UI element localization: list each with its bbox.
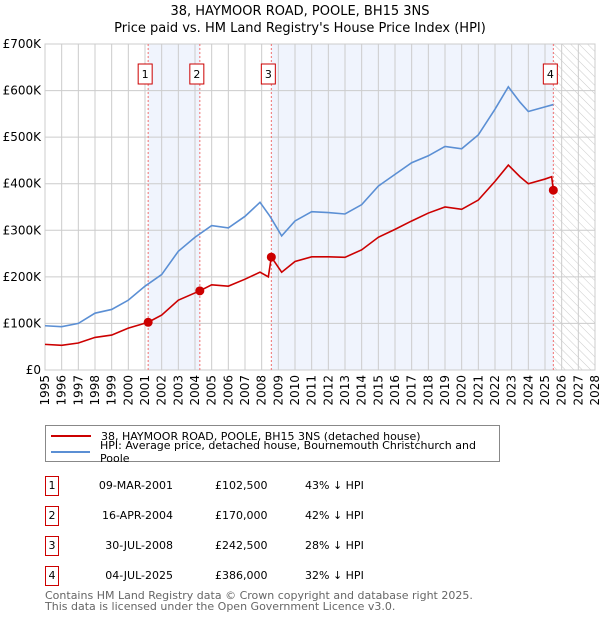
legend-label-property: 38, HAYMOOR ROAD, POOLE, BH15 3NS (detac… bbox=[101, 429, 421, 443]
y-tick-label: £300K bbox=[3, 223, 43, 237]
sales-table-row: 2 16-APR-2004 £170,000 42% ↓ HPI bbox=[45, 506, 445, 526]
x-tick-label: 1998 bbox=[88, 375, 102, 406]
sale-point bbox=[143, 317, 153, 327]
sale-price: £386,000 bbox=[215, 569, 268, 582]
sale-number-label: 2 bbox=[193, 68, 200, 81]
sale-price: £242,500 bbox=[215, 539, 268, 552]
footer-copyright: Contains HM Land Registry data © Crown c… bbox=[45, 589, 473, 602]
sale-date: 09-MAR-2001 bbox=[98, 479, 173, 492]
x-tick-label: 2009 bbox=[271, 375, 285, 406]
y-tick-label: £0 bbox=[26, 363, 41, 377]
y-tick-label: £700K bbox=[3, 37, 43, 51]
sale-number-label: 4 bbox=[547, 68, 554, 81]
sale-number-box bbox=[137, 63, 153, 85]
legend-label-hpi: HPI: Average price, detached house, Bour… bbox=[100, 439, 476, 465]
x-tick-label: 2018 bbox=[421, 375, 435, 406]
y-tick-label: £500K bbox=[3, 130, 43, 144]
x-tick-label: 2002 bbox=[155, 375, 169, 406]
shaded-period-1-2 bbox=[148, 44, 200, 370]
x-tick-label: 2026 bbox=[555, 375, 569, 406]
sale-hpi-diff: 28% ↓ HPI bbox=[305, 539, 364, 552]
forecast-hatch bbox=[553, 44, 595, 370]
sale-hpi-diff: 43% ↓ HPI bbox=[305, 479, 364, 492]
sale-price: £102,500 bbox=[215, 479, 268, 492]
price-chart: 1995 1996 1997 1998 1999 2000 2001 2002 2003 2004… bbox=[3, 37, 600, 406]
shaded-period-3-4 bbox=[271, 44, 554, 370]
legend-item-hpi: HPI: Average price, detached house, Bour… bbox=[46, 439, 499, 465]
sales-table-row: 4 04-JUL-2025 £386,000 32% ↓ HPI bbox=[45, 566, 445, 586]
sale-point bbox=[195, 286, 205, 296]
x-tick-label: 2004 bbox=[188, 375, 202, 406]
x-tick-label: 2025 bbox=[538, 375, 552, 406]
sale-number-box bbox=[260, 63, 276, 85]
sale-date: 16-APR-2004 bbox=[101, 509, 173, 522]
y-tick-label: £400K bbox=[3, 177, 43, 191]
x-tick-label: 2027 bbox=[571, 375, 585, 406]
x-tick-label: 1997 bbox=[71, 375, 85, 406]
x-tick-label: 1999 bbox=[105, 375, 119, 406]
sale-number-box bbox=[189, 63, 205, 85]
sale-date: 30-JUL-2008 bbox=[105, 539, 173, 552]
x-tick-label: 2011 bbox=[305, 375, 319, 406]
chart-title: 38, HAYMOOR ROAD, POOLE, BH15 3NS bbox=[170, 4, 430, 19]
x-tick-label: 2013 bbox=[338, 375, 352, 406]
plot-border bbox=[44, 43, 596, 371]
x-tick-label: 2021 bbox=[471, 375, 485, 406]
x-tick-label: 2008 bbox=[255, 375, 269, 406]
y-tick-label: £200K bbox=[3, 270, 43, 284]
x-tick-label: 2012 bbox=[321, 375, 335, 406]
sale-date: 04-JUL-2025 bbox=[105, 569, 173, 582]
sale-number-label: 1 bbox=[142, 68, 149, 81]
x-tick-label: 2003 bbox=[171, 375, 185, 406]
x-tick-label: 2016 bbox=[388, 375, 402, 406]
x-tick-label: 2006 bbox=[221, 375, 235, 406]
sale-point bbox=[548, 185, 558, 195]
hpi-line bbox=[44, 85, 554, 328]
sale-price: £170,000 bbox=[215, 509, 268, 522]
x-tick-label: 2028 bbox=[588, 375, 600, 406]
x-tick-label: 2010 bbox=[288, 375, 302, 406]
legend-item-property: 38, HAYMOOR ROAD, POOLE, BH15 3NS (detac… bbox=[46, 428, 421, 444]
x-tick-label: 2001 bbox=[138, 375, 152, 406]
sale-number-badge: 4 bbox=[45, 566, 59, 586]
y-tick-label: £100K bbox=[3, 316, 43, 330]
footer-licence: This data is licensed under the Open Gov… bbox=[45, 600, 396, 613]
x-tick-label: 2022 bbox=[488, 375, 502, 406]
x-tick-label: 2017 bbox=[405, 375, 419, 406]
red-line-swatch bbox=[51, 435, 91, 437]
x-tick-label: 2024 bbox=[521, 375, 535, 406]
x-tick-label: 2005 bbox=[205, 375, 219, 406]
sales-table-row: 1 09-MAR-2001 £102,500 43% ↓ HPI bbox=[45, 476, 445, 496]
x-tick-label: 2015 bbox=[371, 375, 385, 406]
sale-hpi-diff: 42% ↓ HPI bbox=[305, 509, 364, 522]
y-tick-label: £600K bbox=[3, 84, 43, 98]
x-tick-label: 2019 bbox=[438, 375, 452, 406]
sale-number-badge: 1 bbox=[45, 476, 59, 496]
sale-number-label: 3 bbox=[265, 68, 272, 81]
x-tick-label: 1996 bbox=[55, 375, 69, 406]
sale-hpi-diff: 32% ↓ HPI bbox=[305, 569, 364, 582]
sale-number-badge: 3 bbox=[45, 536, 59, 556]
x-tick-label: 1995 bbox=[38, 375, 52, 406]
x-tick-label: 2000 bbox=[121, 375, 135, 406]
sale-point bbox=[266, 252, 276, 262]
x-tick-label: 2007 bbox=[238, 375, 252, 406]
chart-subtitle: Price paid vs. HM Land Registry's House … bbox=[114, 21, 486, 36]
sale-number-box bbox=[542, 63, 558, 85]
blue-line-swatch bbox=[51, 451, 91, 453]
x-tick-label: 2023 bbox=[505, 375, 519, 406]
sale-number-badge: 2 bbox=[45, 506, 59, 526]
chart-legend: 38, HAYMOOR ROAD, POOLE, BH15 3NS (detac… bbox=[45, 425, 500, 465]
x-tick-label: 2020 bbox=[455, 375, 469, 406]
sales-table-row: 3 30-JUL-2008 £242,500 28% ↓ HPI bbox=[45, 536, 445, 556]
x-tick-label: 2014 bbox=[355, 375, 369, 406]
